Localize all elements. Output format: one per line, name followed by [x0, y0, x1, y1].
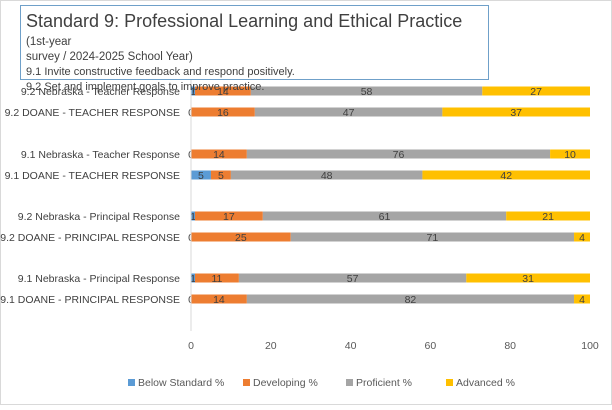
data-label: 48 [321, 170, 333, 182]
bar-segment [482, 86, 590, 96]
bar-segment [262, 211, 507, 221]
data-label: 1 [190, 273, 196, 285]
data-label: 14 [213, 294, 225, 306]
chart-title-tail: (1st-year [26, 36, 72, 48]
data-label: 61 [379, 211, 391, 223]
bar-segment [191, 232, 291, 242]
bar-segment [466, 273, 590, 283]
chart-title-box: Standard 9: Professional Learning and Et… [20, 5, 489, 93]
data-label: 71 [427, 232, 439, 244]
x-tick-label: 0 [188, 340, 194, 352]
legend-swatch [446, 379, 453, 386]
x-tick-label: 100 [581, 340, 599, 352]
legend-label: Proficient % [356, 377, 412, 389]
category-label: 9.1 Nebraska - Principal Response [18, 273, 180, 285]
bar-segment [191, 211, 195, 221]
category-label: 9.2 Nebraska - Teacher Response [21, 86, 180, 98]
data-label: 21 [542, 211, 554, 223]
data-label: 5 [218, 170, 224, 182]
bar-segment [550, 149, 590, 159]
data-label: 37 [510, 107, 522, 119]
bar-segment [238, 273, 467, 283]
chart-subtitle-2: 9.2 Set and implement goals to improve p… [26, 81, 265, 93]
x-tick-label: 40 [345, 340, 357, 352]
bar-segment [194, 211, 263, 221]
data-label: 1 [190, 211, 196, 223]
category-label: 9.1 DOANE - PRINCIPAL RESPONSE [0, 294, 180, 306]
data-label: 11 [211, 273, 222, 285]
bar-segment [506, 211, 590, 221]
bar-segment [574, 294, 590, 304]
data-label: 4 [579, 294, 585, 306]
data-label: 47 [343, 107, 355, 119]
legend-swatch [243, 379, 250, 386]
bar-segment [191, 294, 247, 304]
data-label: 25 [235, 232, 247, 244]
bar-segment [194, 273, 239, 283]
bar-segment [250, 86, 483, 96]
legend-label: Below Standard % [138, 377, 224, 389]
chart-title-main: Standard 9: Professional Learning and Et… [26, 11, 463, 31]
bar-segment [191, 86, 195, 96]
data-label: 5 [198, 170, 204, 182]
x-tick-label: 60 [425, 340, 437, 352]
data-label: 58 [361, 86, 373, 98]
data-label: 31 [522, 273, 534, 285]
bar-segment [246, 294, 575, 304]
legend-swatch [128, 379, 135, 386]
category-labels: 9.2 Nebraska - Teacher Response 9.2 DOANE… [0, 86, 180, 306]
data-label: 17 [223, 211, 235, 223]
legend-swatch [346, 379, 353, 386]
bar-segment [191, 273, 195, 283]
data-label: 4 [579, 232, 585, 244]
category-label: 9.1 Nebraska - Teacher Response [21, 149, 180, 161]
data-label: 27 [530, 86, 542, 98]
legend: Below Standard % Developing % Proficient %… [128, 377, 515, 389]
data-label: 82 [405, 294, 417, 306]
data-label: 76 [393, 149, 405, 161]
data-label: 57 [347, 273, 359, 285]
data-label: 42 [500, 170, 512, 182]
data-label: 16 [217, 107, 229, 119]
data-label: 14 [217, 86, 229, 98]
chart-subtitle-1: 9.1 Invite constructive feedback and res… [26, 66, 295, 78]
chart-title: Standard 9: Professional Learning and Et… [26, 10, 488, 50]
bar-segment [290, 232, 575, 242]
bar-segment [191, 149, 247, 159]
chart-title-line2: survey / 2024-2025 School Year) [26, 51, 193, 63]
bar-segment [422, 170, 590, 180]
bar-segment [442, 107, 590, 117]
bar-segment [254, 107, 443, 117]
category-label: 9.2 Nebraska - Principal Response [18, 211, 180, 223]
bar-segment [574, 232, 590, 242]
x-tick-label: 20 [265, 340, 277, 352]
category-label: 9.1 DOANE - TEACHER RESPONSE [5, 170, 180, 182]
data-label: 10 [564, 149, 576, 161]
x-axis: 0 20 40 60 80 100 [188, 80, 599, 352]
bar-segment [246, 149, 551, 159]
bars-layer: 1145827016473701476105548421176121025714… [188, 86, 590, 306]
bar-segment [191, 170, 211, 180]
data-label: 1 [190, 86, 196, 98]
category-label: 9.2 DOANE - PRINCIPAL RESPONSE [0, 232, 180, 244]
bar-segment [210, 170, 231, 180]
bar-segment [230, 170, 423, 180]
legend-label: Advanced % [456, 377, 515, 389]
category-label: 9.2 DOANE - TEACHER RESPONSE [5, 107, 180, 119]
x-tick-label: 80 [504, 340, 516, 352]
bar-segment [191, 107, 255, 117]
legend-label: Developing % [253, 377, 318, 389]
data-label: 14 [213, 149, 225, 161]
bar-segment [194, 86, 251, 96]
